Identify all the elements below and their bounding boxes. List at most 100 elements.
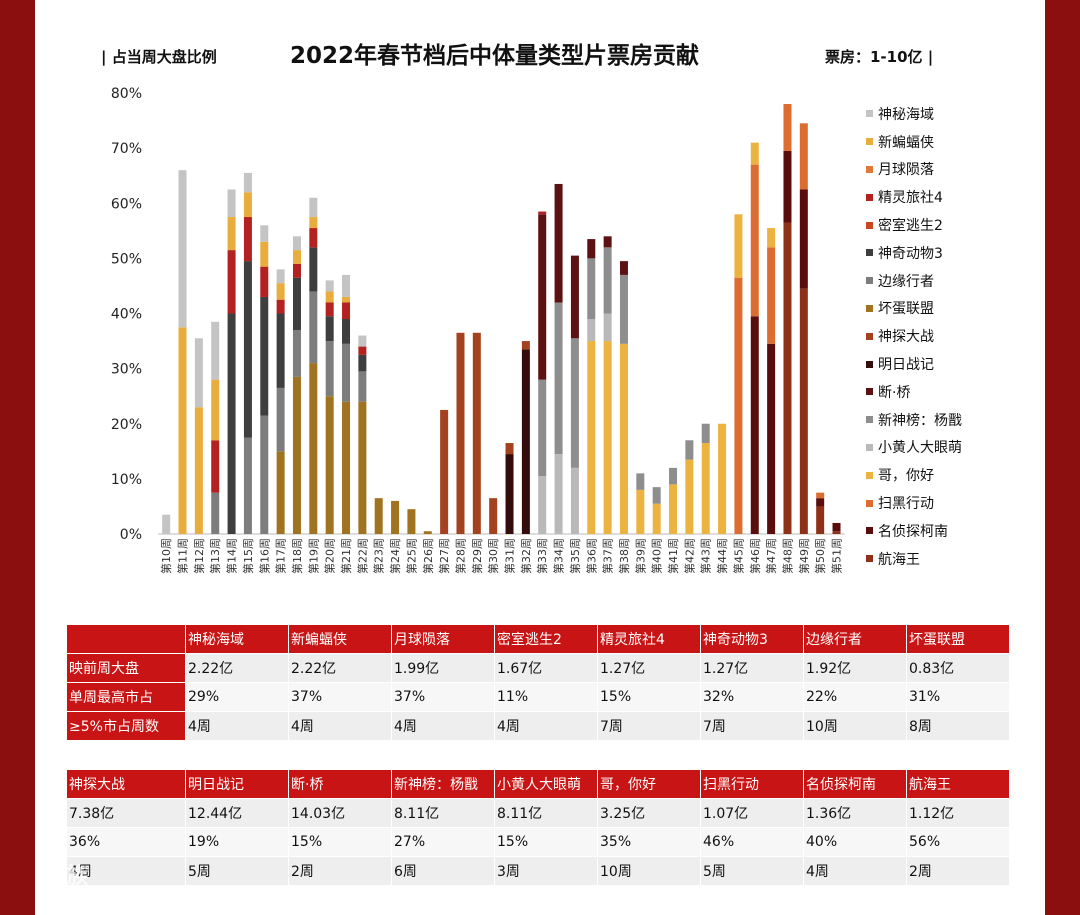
bar-segment: [750, 164, 759, 317]
bar-segment: [669, 467, 678, 485]
x-tick-label: 第28周: [453, 538, 467, 574]
bar-segment: [505, 443, 514, 455]
x-tick-label: 第45周: [731, 538, 745, 574]
table-cell: 6周: [391, 856, 495, 886]
y-tick-label: 30%: [111, 362, 142, 378]
table-header-cell: 坏蛋联盟: [906, 624, 1010, 654]
legend-entry: 坏蛋联盟: [866, 295, 1036, 323]
table-cell: 7周: [700, 711, 804, 741]
table-header-cell: 名侦探柯南: [803, 769, 907, 799]
bar-segment: [587, 258, 596, 320]
legend-swatch: [866, 527, 873, 535]
bar-segment: [243, 437, 252, 534]
bar-segment: [325, 396, 334, 534]
bar-segment: [325, 280, 334, 292]
table-cell: 3周: [494, 856, 598, 886]
x-tick-label: 第29周: [470, 538, 484, 574]
bar-segment: [309, 291, 318, 364]
bar-segment: [260, 266, 269, 297]
bar-segment: [162, 514, 171, 534]
bar-segment: [292, 376, 301, 534]
legend-swatch: [866, 138, 873, 146]
bar-segment: [227, 217, 236, 251]
x-tick-label: 第22周: [355, 538, 369, 574]
bar-segment: [734, 277, 743, 534]
legend-label: 月球陨落: [878, 162, 934, 179]
bar-segment: [292, 277, 301, 331]
x-tick-label: 第13周: [208, 538, 222, 574]
bar-segment: [243, 172, 252, 193]
x-tick-label: 第43周: [699, 538, 713, 574]
bar-segment: [636, 473, 645, 490]
table-cell: 12.44亿: [185, 798, 289, 828]
legend-label: 小黄人大眼萌: [878, 440, 962, 457]
y-tick-label: 10%: [111, 472, 142, 488]
bar-segment: [358, 346, 367, 355]
bar-segment: [619, 261, 628, 275]
x-tick-label: 第17周: [274, 538, 288, 574]
stats-table-bottom: 神探大战 明日战记 断·桥 新神榜：杨戬 小黄人大眼萌 哥，你好 扫黑行动 名侦探柯南 航海王 7…: [66, 769, 1010, 886]
bar-segment: [456, 332, 465, 534]
chart-legend: 神秘海域 新蝙蝠侠 月球陨落 精灵旅社4 密室逃生2 神奇动物3 边缘行者 坏蛋联盟 神探大战明…: [866, 100, 1036, 573]
bar-segment: [554, 454, 563, 534]
table-cell: 14.03亿: [288, 798, 392, 828]
box-office-range-note: 票房：1-10亿 |: [825, 48, 934, 66]
bar-segment: [358, 335, 367, 347]
x-tick-label: 第23周: [372, 538, 386, 574]
table-header-cell: 神探大战: [66, 769, 186, 799]
x-tick-label: 第14周: [225, 538, 239, 574]
legend-label: 航海王: [878, 551, 920, 568]
x-tick-label: 第30周: [486, 538, 500, 574]
bar-segment: [587, 319, 596, 342]
bar-segment: [554, 183, 563, 303]
table-cell: 4周: [391, 711, 495, 741]
x-tick-label: 第39周: [633, 538, 647, 574]
bar-segment: [734, 214, 743, 278]
x-tick-label: 第37周: [601, 538, 615, 574]
x-tick-label: 第41周: [666, 538, 680, 574]
legend-label: 新蝙蝠侠: [878, 134, 934, 151]
bar-segment: [358, 354, 367, 372]
legend-label: 哥，你好: [878, 468, 934, 485]
bar-segment: [292, 236, 301, 251]
bar-segment: [538, 211, 547, 215]
bar-segment: [832, 522, 841, 532]
bar-segment: [211, 321, 220, 380]
table-header-cell: 神秘海域: [185, 624, 289, 654]
bar-segment: [211, 492, 220, 534]
bar-segment: [423, 531, 432, 534]
table-header-cell: 新蝙蝠侠: [288, 624, 392, 654]
table-cell: 4周: [494, 711, 598, 741]
bar-segment: [309, 217, 318, 229]
x-tick-label: 第46周: [748, 538, 762, 574]
bar-segment: [440, 409, 449, 534]
legend-swatch: [866, 304, 873, 312]
bar-segment: [816, 506, 825, 534]
table-header-cell: 航海王: [906, 769, 1010, 799]
bar-segment: [227, 189, 236, 218]
table-cell: 4周: [185, 711, 289, 741]
legend-swatch: [866, 443, 873, 451]
bar-segment: [325, 291, 334, 303]
table-cell: 4周: [66, 856, 186, 886]
table-cell: 0.83亿: [906, 653, 1010, 683]
bar-segment: [178, 170, 187, 328]
x-tick-label: 第12周: [192, 538, 206, 574]
bar-segment: [292, 263, 301, 278]
table-cell: 35%: [597, 827, 701, 857]
bar-segment: [276, 269, 285, 284]
legend-entry: 神探大战: [866, 322, 1036, 350]
table-cell: 映前周大盘: [66, 653, 186, 683]
bar-segment: [342, 401, 351, 534]
y-tick-label: 50%: [111, 251, 142, 267]
legend-swatch: [866, 416, 873, 424]
bar-segment: [260, 415, 269, 534]
bar-segment: [276, 283, 285, 300]
bar-segment: [211, 440, 220, 493]
table-header-row: 神探大战 明日战记 断·桥 新神榜：杨戬 小黄人大眼萌 哥，你好 扫黑行动 名侦探柯南 航海王: [66, 769, 1010, 799]
bar-segment: [538, 214, 547, 380]
bar-segment: [309, 197, 318, 218]
x-tick-label: 第20周: [323, 538, 337, 574]
table-cell: 15%: [494, 827, 598, 857]
bar-segment: [587, 341, 596, 534]
